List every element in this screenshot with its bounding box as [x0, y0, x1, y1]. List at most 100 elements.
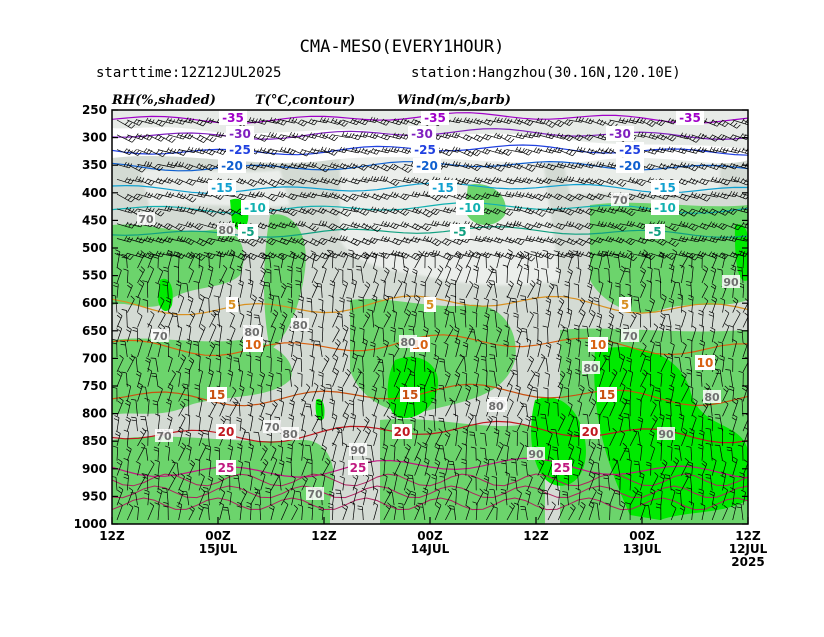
wind-barb-staff [188, 164, 203, 171]
wind-barb-feather [660, 121, 665, 126]
wind-barb-feather [158, 224, 163, 229]
wind-barb-feather [354, 134, 358, 139]
wind-barb-feather [528, 151, 533, 156]
wind-barb-staff [527, 134, 540, 138]
wind-barb-feather [589, 136, 594, 141]
wind-barb-feather [212, 137, 217, 143]
wind-barb-feather [277, 178, 282, 183]
wind-barb-feather [308, 224, 313, 229]
wind-barb-feather [318, 220, 322, 226]
wind-barb-feather [528, 165, 533, 171]
wind-barb-feather [514, 118, 518, 123]
wind-barb-feather [704, 118, 708, 123]
wind-barb-staff [219, 208, 233, 216]
wind-barb-feather [302, 208, 306, 213]
wind-barb-feather [434, 195, 439, 200]
wind-barb-staff [342, 208, 358, 213]
wind-barb-feather [288, 221, 292, 226]
wind-barb-feather [207, 221, 212, 227]
wind-barb-feather [559, 206, 563, 212]
wind-barb-feather [740, 178, 744, 183]
wind-barb-feather [192, 181, 196, 186]
wind-barb-staff [352, 178, 368, 183]
wind-barb-feather [248, 191, 252, 197]
wind-barb-feather [597, 147, 601, 153]
wind-barb-staff [281, 149, 293, 155]
wind-barb-feather [297, 119, 302, 124]
wind-barb-feather [473, 176, 477, 182]
wind-barb-staff [147, 178, 163, 185]
wind-barb-feather [628, 177, 632, 182]
wind-header: Wind(m/s,barb) [397, 93, 511, 108]
wind-barb-staff [537, 134, 553, 139]
wind-barb-feather [647, 192, 651, 197]
wind-barb-feather [178, 225, 183, 230]
wind-barb-feather [231, 211, 236, 216]
wind-barb-feather [381, 192, 385, 198]
wind-barb-feather [519, 164, 523, 170]
wind-barb-staff [558, 119, 570, 126]
wind-barb-feather [205, 163, 210, 169]
wind-barb-staff [147, 193, 160, 200]
wind-barb-feather [733, 135, 737, 141]
wind-barb-feather [528, 208, 532, 214]
wind-barb-feather [733, 176, 737, 182]
wind-barb-staff [424, 282, 426, 298]
wind-barb-feather [220, 209, 224, 214]
wind-barb-feather [609, 178, 613, 184]
wind-barb-staff [527, 149, 540, 154]
chart-title: CMA-MESO(EVERY1HOUR) [300, 37, 505, 57]
wind-barb-feather [135, 150, 140, 155]
wind-barb-staff [701, 119, 718, 127]
wind-barb-feather [492, 176, 496, 182]
wind-barb-feather [353, 206, 357, 212]
wind-barb-feather [535, 161, 539, 167]
wind-barb-staff [250, 193, 263, 198]
wind-barb-staff [455, 193, 468, 200]
wind-barb-feather [523, 148, 528, 154]
wind-barb-feather [185, 117, 189, 122]
wind-barb-feather [562, 207, 566, 213]
wind-barb-feather [407, 168, 412, 173]
wind-barb-feather [402, 210, 407, 215]
wind-barb-staff [506, 208, 520, 212]
wind-barb-feather [466, 180, 471, 185]
wind-barb-staff [270, 223, 285, 229]
wind-barb-feather [143, 133, 148, 139]
wind-barb-feather [320, 146, 324, 152]
wind-barb-feather [350, 221, 354, 227]
wind-barb-feather [670, 118, 674, 124]
wind-barb-feather [442, 132, 446, 137]
wind-barb-staff [178, 119, 192, 124]
wind-barb-feather [657, 133, 662, 139]
wind-barb-staff [116, 193, 132, 203]
wind-barb-feather [314, 340, 320, 342]
wind-barb-feather [545, 132, 549, 138]
wind-barb-feather [363, 166, 368, 171]
wind-barb-feather [533, 131, 537, 137]
wind-barb-feather [379, 175, 383, 181]
wind-barb-staff [517, 149, 529, 156]
wind-barb-staff [496, 208, 510, 216]
wind-barb-staff [127, 164, 143, 173]
wind-barb-feather [643, 194, 647, 199]
wind-barb-feather [380, 207, 384, 212]
wind-barb-staff [537, 119, 553, 128]
wind-barb-feather [321, 220, 325, 226]
wind-barb-feather [282, 207, 286, 213]
wind-barb-staff [383, 193, 396, 199]
wind-barb-staff [116, 149, 130, 156]
wind-barb-staff [168, 208, 184, 213]
wind-barb-feather [197, 191, 201, 197]
wind-barb-feather [400, 193, 405, 198]
wind-barb-feather [377, 227, 382, 232]
wind-barb-feather [538, 210, 543, 216]
wind-barb-feather [749, 237, 752, 241]
wind-barb-feather [385, 209, 390, 215]
wind-barb-staff [650, 149, 664, 154]
wind-barb-feather [651, 148, 655, 154]
wind-barb-feather [526, 178, 530, 183]
wind-barb-staff [455, 178, 467, 185]
wind-barb-staff [157, 223, 170, 230]
wind-barb-feather [428, 213, 433, 218]
